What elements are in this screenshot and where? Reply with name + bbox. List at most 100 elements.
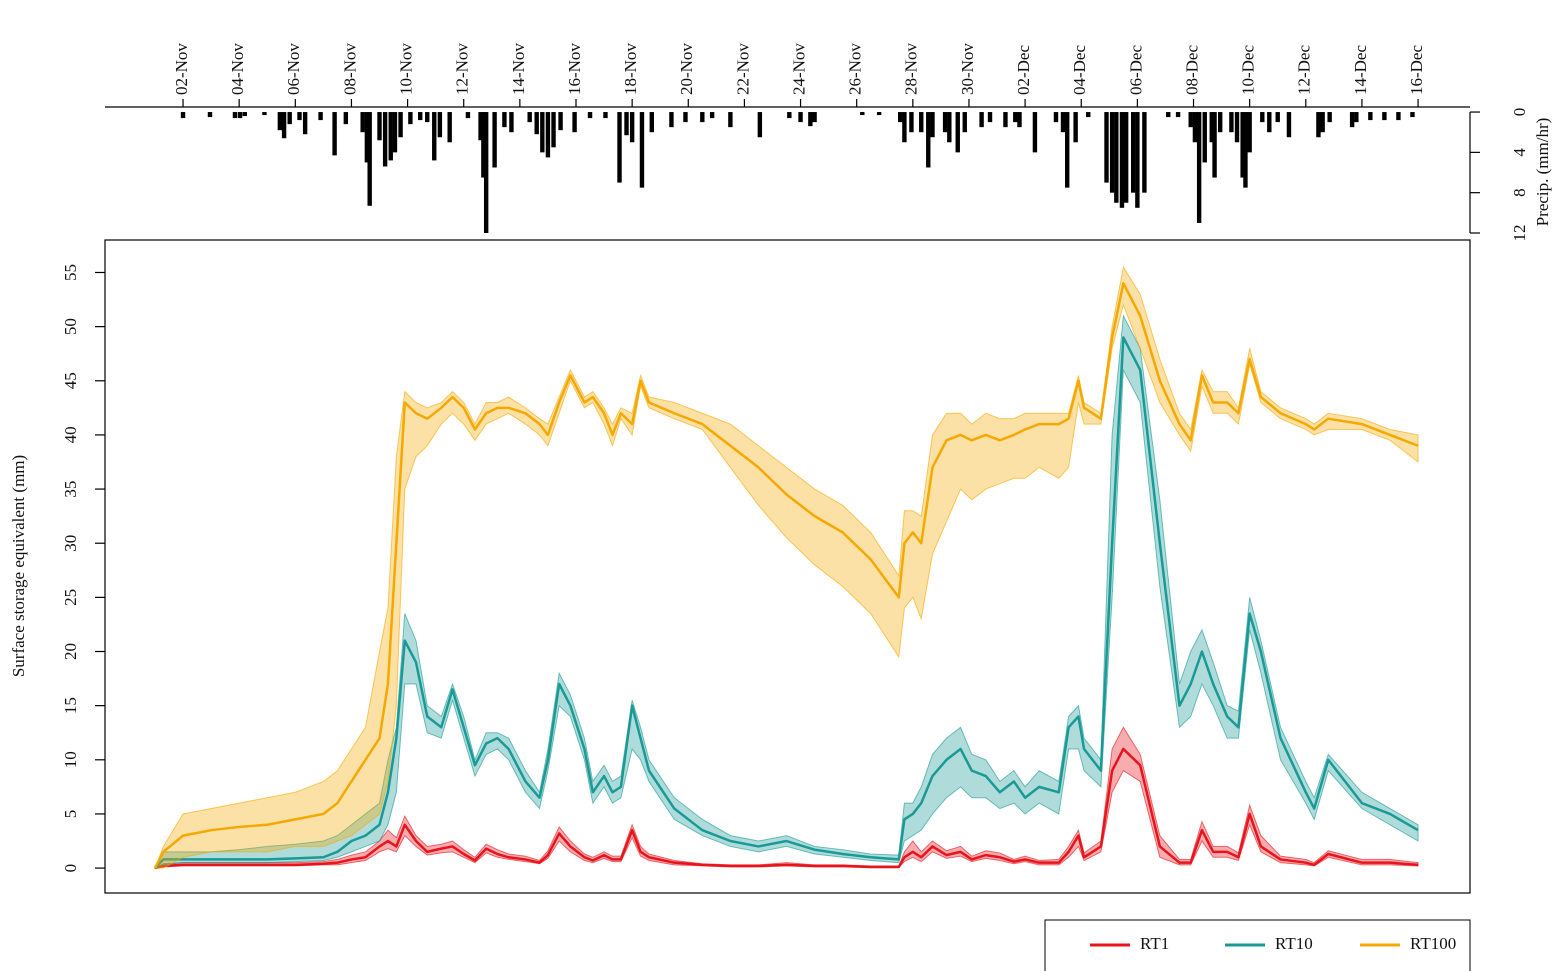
precip-bar: [437, 112, 443, 138]
y-tick-label: 20: [61, 643, 80, 660]
precip-bar: [540, 112, 545, 153]
x-tick-label: 12-Dec: [1295, 45, 1314, 95]
precip-bar: [587, 112, 593, 119]
x-tick-label: 22-Nov: [733, 43, 752, 95]
precip-bar: [1123, 112, 1129, 203]
precip-bar: [447, 112, 452, 143]
precip-bar: [979, 112, 984, 128]
legend-label: RT100: [1410, 934, 1456, 953]
precip-bar: [408, 112, 413, 125]
precip-bar: [798, 112, 803, 123]
precip-bar: [360, 112, 365, 133]
precip-bar: [683, 112, 688, 123]
y-tick-label: 10: [61, 751, 80, 768]
precip-bar: [1188, 112, 1193, 128]
precip-bar: [942, 112, 948, 133]
precip-bar: [432, 112, 437, 161]
precip-bar: [277, 112, 283, 131]
y-tick-label: 15: [61, 697, 80, 714]
y-tick-label: 40: [61, 426, 80, 443]
x-tick-label: 10-Dec: [1239, 45, 1258, 95]
precip-bar: [1267, 112, 1272, 133]
precip-bar: [1135, 112, 1140, 208]
precip-bar: [343, 112, 349, 125]
precip-bar: [909, 112, 914, 133]
axes-layer: 02-Nov 04-Nov 06-Nov 08-Nov 10-Nov 12-Nov 14-N…: [61, 43, 1529, 953]
precip-bar: [629, 112, 635, 143]
precip-bar: [332, 112, 337, 156]
precip-bar: [1396, 112, 1401, 121]
precip-bar: [860, 112, 865, 116]
precip-tick-label: 0: [1510, 108, 1529, 117]
precip-bar: [481, 112, 486, 178]
precip-bar: [1234, 112, 1240, 143]
precip-bar: [207, 112, 213, 118]
precip-bar: [987, 112, 993, 123]
precip-bar: [302, 112, 308, 135]
precip-bar: [1243, 112, 1248, 188]
precip-bar: [962, 112, 967, 133]
y-tick-label: 35: [61, 481, 80, 498]
x-tick-label: 30-Nov: [958, 43, 977, 95]
precip-bar: [669, 112, 674, 128]
precip-bar: [649, 112, 654, 133]
plot-frame: [104, 239, 1471, 894]
precip-bar: [1065, 112, 1070, 188]
precip-bar: [876, 112, 882, 116]
precip-bar: [1073, 112, 1078, 143]
precip-bar: [1354, 112, 1359, 123]
precip-bar: [728, 112, 733, 128]
precip-bar: [545, 112, 551, 158]
precip-bar: [1209, 112, 1214, 143]
precip-bar: [1260, 112, 1265, 123]
x-tick-label: 16-Nov: [565, 43, 584, 95]
precip-bar: [1053, 112, 1059, 123]
precip-bar: [624, 112, 629, 136]
x-tick-label: 24-Nov: [789, 43, 808, 95]
precip-bar: [1196, 112, 1202, 223]
precip-bar: [1175, 112, 1181, 118]
precip-bar: [1202, 112, 1207, 163]
precip-bar: [1320, 112, 1325, 133]
y-tick-label: 45: [61, 372, 80, 389]
x-tick-label: 16-Dec: [1407, 45, 1426, 95]
x-tick-label: 20-Nov: [677, 43, 696, 95]
precip-bar: [262, 112, 267, 116]
precip-bar: [603, 112, 608, 119]
precip-bar: [1003, 112, 1008, 128]
precip-bar: [1275, 112, 1280, 123]
y-axis-title: Surface storage equivalent (mm): [9, 455, 28, 677]
precip-bar: [919, 112, 924, 133]
precip-bar: [709, 112, 715, 119]
x-tick-label: 26-Nov: [846, 43, 865, 95]
precip-bar: [1382, 112, 1387, 121]
precip-bar: [551, 112, 556, 148]
precip-bar: [398, 112, 403, 138]
precip-bar: [465, 112, 471, 119]
precip-bar: [1316, 112, 1321, 138]
precip-bar: [757, 112, 763, 138]
precip-bar: [1286, 112, 1292, 138]
precip-bar: [297, 112, 302, 121]
precip-bar: [1240, 112, 1245, 178]
x-tick-label: 06-Dec: [1126, 45, 1145, 95]
precip-bar: [1109, 112, 1115, 193]
precip-bar: [1017, 112, 1022, 128]
precip-bar: [902, 112, 907, 143]
precip-bar: [947, 112, 952, 143]
x-tick-label: 08-Dec: [1182, 45, 1201, 95]
y-tick-label: 25: [61, 589, 80, 606]
precip-bar: [364, 112, 370, 163]
precip-bar: [808, 112, 813, 127]
precip-bar: [1349, 112, 1355, 128]
y-tick-label: 5: [61, 810, 80, 819]
precip-bar: [1013, 112, 1018, 123]
precip-bar: [388, 112, 393, 161]
precip-bar: [534, 112, 539, 135]
precip-bar: [1130, 112, 1136, 193]
precip-bar: [1032, 112, 1038, 153]
series-line: [153, 282, 1419, 869]
precip-bar: [558, 112, 563, 131]
